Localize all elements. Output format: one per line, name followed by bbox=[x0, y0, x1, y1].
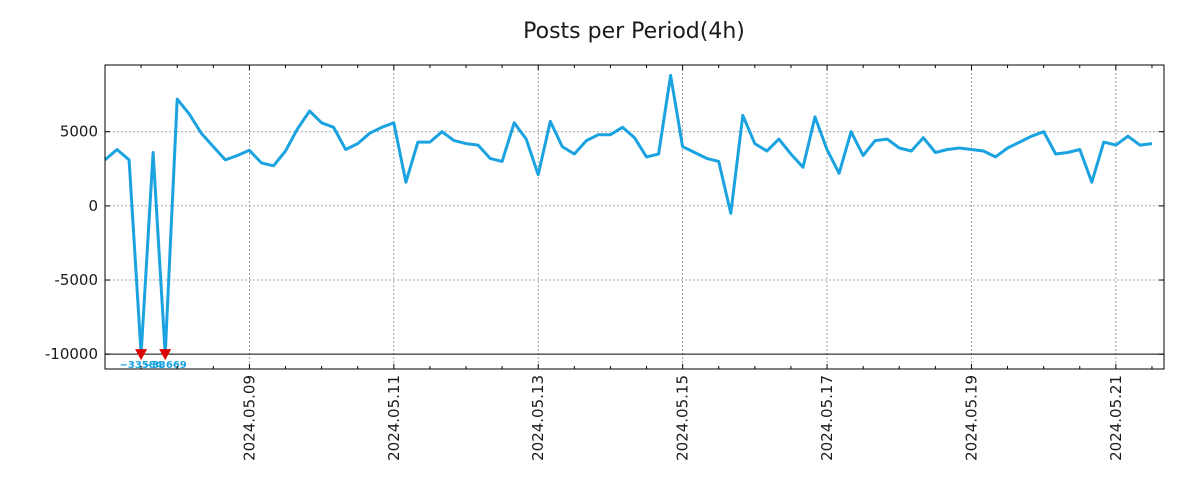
series-line-posts bbox=[104, 73, 1153, 356]
chart-title: Posts per Period(4h) bbox=[523, 19, 745, 44]
y-tick-label: -5000 bbox=[54, 271, 98, 289]
y-tick-label: 0 bbox=[88, 197, 98, 215]
grid-lines bbox=[105, 65, 1164, 369]
x-tick-label: 2024.05.13 bbox=[529, 375, 547, 461]
x-tick-label: 2024.05.15 bbox=[674, 375, 692, 461]
x-tick-label: 2024.05.11 bbox=[385, 375, 403, 461]
clipped-value-label: −33669 bbox=[144, 360, 187, 371]
marker-layer: −33584−33669 bbox=[120, 349, 187, 371]
plot-frame bbox=[104, 64, 1165, 370]
clipped-value-label: −33584 bbox=[120, 360, 163, 371]
x-tick-label: 2024.05.17 bbox=[818, 375, 836, 461]
x-tick-label: 2024.05.19 bbox=[962, 375, 980, 461]
x-tick-label: 2024.05.21 bbox=[1107, 375, 1125, 461]
clipped-value-marker bbox=[159, 349, 172, 361]
y-tick-label: 5000 bbox=[60, 123, 98, 141]
x-tick-label: 2024.05.09 bbox=[240, 375, 258, 461]
tick-label-layer: 5000 0 -5000 -10000 2024.05.09 2024.05.11 2024… bbox=[45, 65, 1164, 461]
y-tick-label: -10000 bbox=[45, 345, 98, 363]
series-layer bbox=[104, 73, 1153, 356]
clipped-value-marker bbox=[135, 349, 148, 361]
